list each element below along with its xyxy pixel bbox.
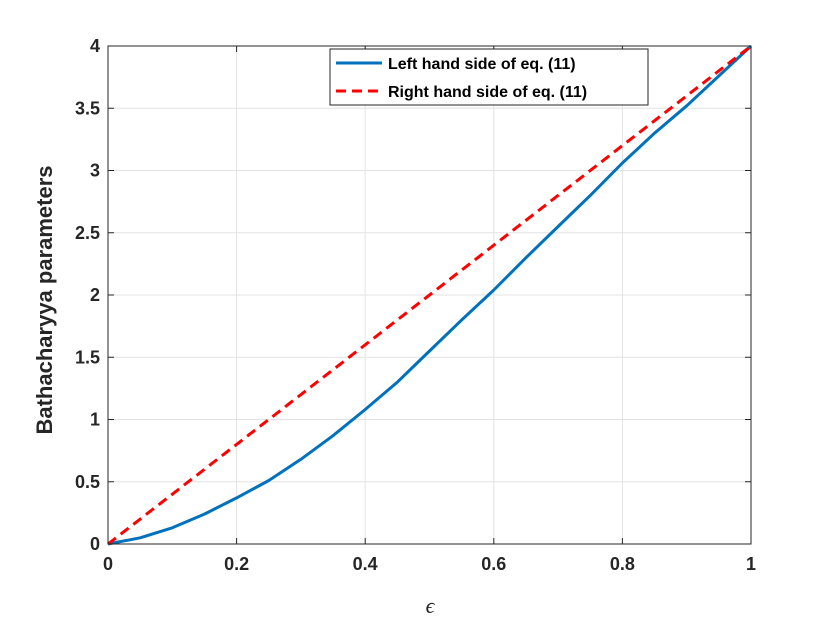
legend: Left hand side of eq. (11) Right hand si… bbox=[329, 48, 649, 106]
y-tick-label: 2.5 bbox=[75, 223, 100, 243]
ticks bbox=[107, 45, 752, 545]
y-tick-label: 1 bbox=[90, 410, 100, 430]
y-tick-label: 3.5 bbox=[75, 98, 100, 118]
series-layer bbox=[107, 44, 753, 546]
y-tick-label: 3 bbox=[90, 161, 100, 181]
y-tick-label: 0 bbox=[90, 534, 100, 554]
legend-label-right-hand-side: Right hand side of eq. (11) bbox=[388, 84, 587, 101]
y-tick-label: 1.5 bbox=[75, 347, 100, 367]
x-tick-label: 0.6 bbox=[481, 554, 506, 574]
x-tick-label: 0.8 bbox=[610, 554, 635, 574]
x-axis-title: ϵ bbox=[426, 593, 436, 618]
x-tick-label: 1 bbox=[746, 554, 756, 574]
y-axis-title: Bathacharyya parameters bbox=[32, 165, 57, 434]
y-tick-label: 0.5 bbox=[75, 472, 100, 492]
series-line-1 bbox=[107, 44, 752, 546]
x-tick-label: 0.2 bbox=[224, 554, 249, 574]
series-line-0 bbox=[107, 44, 753, 546]
x-tick-label: 0 bbox=[103, 554, 113, 574]
tick-labels: 0 0.2 0.4 0.6 0.8 1 0 0.5 1 1.5 2 2.5 3 3.5 4 bbox=[75, 36, 756, 574]
legend-label-left-hand-side: Left hand side of eq. (11) bbox=[388, 56, 576, 73]
x-tick-label: 0.4 bbox=[353, 554, 378, 574]
y-tick-label: 2 bbox=[90, 285, 100, 305]
y-tick-label: 4 bbox=[90, 36, 100, 56]
legend-box bbox=[329, 48, 649, 106]
